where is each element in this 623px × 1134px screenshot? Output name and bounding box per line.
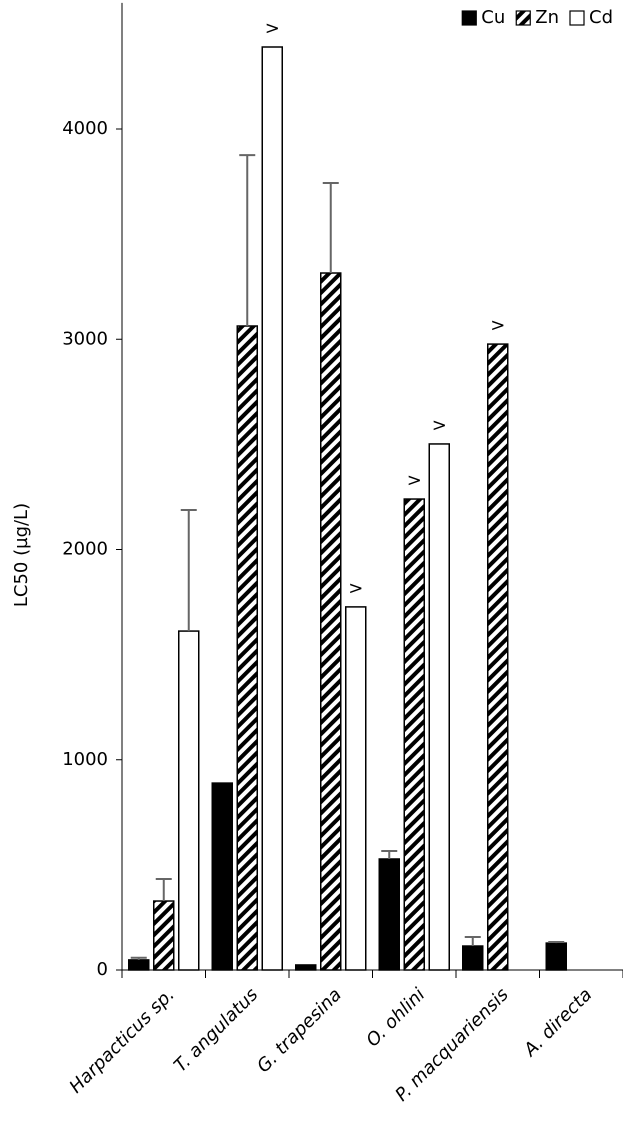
- error-bar: [130, 956, 147, 960]
- bar: [462, 945, 484, 971]
- error-bar: [322, 182, 339, 274]
- flag: >: [490, 315, 505, 336]
- flag: >: [407, 470, 422, 491]
- bar: [178, 630, 200, 971]
- bar: [378, 858, 400, 971]
- bar: [295, 964, 317, 971]
- legend-label: Cu: [481, 7, 505, 28]
- y-tick-label: 4000: [62, 118, 108, 139]
- legend-label: Cd: [589, 7, 613, 28]
- bar: [545, 942, 567, 971]
- y-tick-label: 3000: [62, 328, 108, 349]
- y-tick-label: 0: [97, 959, 108, 980]
- error-bar: [548, 941, 565, 944]
- flag: >: [265, 18, 280, 39]
- bar: [261, 46, 283, 971]
- bar: [128, 959, 150, 971]
- flag: >: [432, 415, 447, 436]
- bar: [211, 782, 233, 971]
- error-bar: [180, 508, 197, 632]
- y-tick-label: 1000: [62, 749, 108, 770]
- error-bar: [464, 935, 481, 947]
- bar: [487, 343, 509, 971]
- bar: [403, 498, 425, 971]
- x-tick-label: T. angulatus: [170, 984, 262, 1076]
- bar: [428, 443, 450, 971]
- flag: >: [348, 578, 363, 599]
- bar: [236, 325, 258, 971]
- x-tick-label: Harpacticus sp.: [65, 984, 178, 1097]
- bar: [345, 606, 367, 971]
- bar: [320, 272, 342, 971]
- error-bar: [381, 849, 398, 859]
- y-tick-label: 2000: [62, 539, 108, 560]
- error-bar: [239, 154, 256, 327]
- legend-swatch: [569, 10, 585, 26]
- bar: [153, 900, 175, 971]
- x-tick-label: G. trapesina: [253, 984, 346, 1077]
- legend-swatch: [461, 10, 477, 26]
- legend-swatch: [515, 10, 531, 26]
- x-tick-label: A. directa: [519, 984, 596, 1061]
- error-bar: [155, 877, 172, 902]
- legend-label: Zn: [535, 7, 559, 28]
- x-tick-label: O. ohlini: [362, 984, 429, 1051]
- y-axis-label: LC50 (µg/L): [11, 503, 32, 607]
